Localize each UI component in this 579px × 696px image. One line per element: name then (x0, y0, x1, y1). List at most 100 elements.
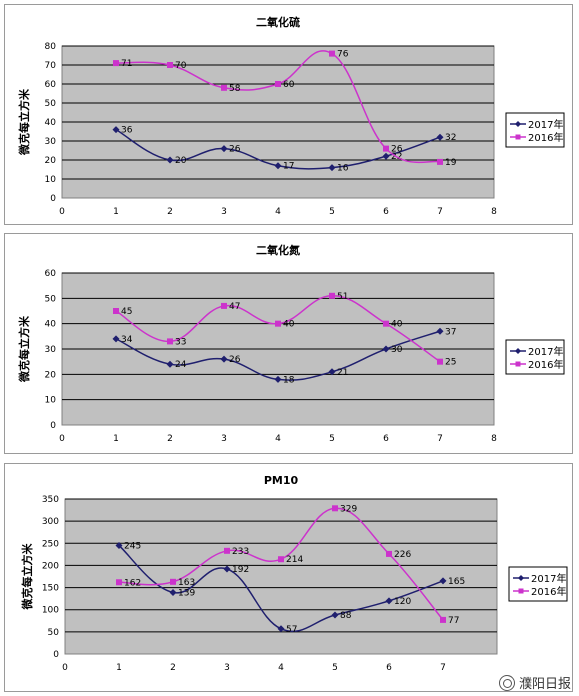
x-tick-label: 7 (437, 434, 443, 444)
x-tick-label: 6 (386, 663, 392, 673)
data-label-2017: 88 (340, 611, 352, 621)
data-point-2016 (329, 50, 335, 57)
y-tick-label: 300 (42, 517, 59, 527)
y-tick-label: 250 (42, 539, 59, 549)
data-point-2016 (170, 578, 176, 585)
data-point-2017 (328, 164, 336, 172)
data-point-2017 (115, 542, 123, 549)
legend-box (508, 566, 568, 602)
x-tick-label: 7 (437, 207, 443, 217)
data-point-2016 (437, 358, 443, 365)
data-label-2016: 58 (229, 84, 241, 94)
y-tick-label: 20 (45, 156, 57, 166)
data-point-2017 (220, 355, 228, 363)
data-label-2017: 245 (124, 542, 141, 552)
data-point-2017 (382, 152, 390, 160)
chart-pm10: PM10 0 50 100 150 200 250 300 350 0 1 2 3 4 5 6 7 微克每立方米 2… (20, 474, 568, 673)
data-point-2017 (169, 588, 177, 596)
x-tick-label: 0 (59, 434, 65, 444)
legend-marker-2017 (515, 121, 521, 127)
legend-box (505, 339, 565, 375)
data-point-2016 (383, 145, 389, 152)
y-axis-label: 微克每立方米 (20, 543, 34, 611)
y-tick-label: 10 (45, 175, 57, 185)
y-tick-label: 100 (42, 606, 59, 616)
y-axis-label: 微克每立方米 (17, 315, 31, 383)
x-tick-label: 5 (332, 663, 338, 673)
data-point-2016 (221, 84, 227, 91)
data-point-2016 (275, 320, 281, 327)
data-label-2016: 329 (340, 504, 357, 514)
data-label-2017: 36 (121, 126, 133, 136)
watermark-text: 濮阳日报 (518, 677, 571, 692)
y-tick-label: 30 (45, 345, 57, 355)
y-axis-label: 微克每立方米 (17, 88, 31, 156)
data-point-2016 (113, 60, 119, 67)
y-tick-label: 30 (45, 137, 57, 147)
legend-label-2017: 2017年 (528, 345, 563, 358)
legend-marker-2016 (515, 134, 521, 140)
y-tick-label: 20 (45, 370, 57, 380)
data-label-2016: 77 (448, 616, 459, 626)
x-tick-label: 4 (275, 207, 281, 217)
y-tick-label: 350 (42, 495, 59, 505)
data-point-2016 (386, 550, 392, 557)
y-tick-label: 200 (42, 561, 59, 571)
legend-label-2016: 2016年 (528, 358, 563, 371)
data-point-2017 (328, 368, 336, 376)
y-tick-label: 60 (45, 269, 57, 279)
data-label-2017: 24 (175, 360, 187, 370)
data-label-2016: 214 (286, 555, 303, 565)
data-label-2016: 47 (229, 302, 240, 312)
data-label-2017: 120 (394, 597, 411, 607)
x-tick-label: 2 (167, 434, 173, 444)
data-point-2016 (167, 62, 173, 68)
data-point-2017 (166, 360, 174, 368)
data-label-2017: 165 (448, 577, 465, 587)
data-label-2017: 16 (337, 164, 349, 174)
chart-so2: 二氧化硫 0 10 20 30 40 50 60 70 80 0 1 2 3 4 5 6 7 8 微克每立方米 36 20… (17, 15, 565, 217)
x-tick-label: 8 (491, 434, 497, 444)
data-label-2017: 34 (121, 335, 133, 345)
data-label-2016: 233 (232, 547, 249, 557)
data-label-2017: 30 (391, 345, 403, 355)
data-point-2017 (274, 162, 282, 170)
x-tick-label: 3 (224, 663, 230, 673)
data-point-2017 (439, 577, 447, 585)
x-tick-label: 3 (221, 207, 227, 217)
data-label-2016: 45 (121, 307, 132, 317)
data-label-2016: 40 (391, 320, 403, 330)
data-point-2017 (112, 335, 120, 343)
y-tick-label: 40 (45, 320, 57, 330)
data-label-2016: 26 (391, 145, 403, 155)
legend-label-2016: 2016年 (531, 585, 566, 598)
data-point-2016 (278, 556, 284, 563)
legend-label-2017: 2017年 (528, 118, 563, 131)
x-tick-label: 4 (278, 663, 284, 673)
y-tick-label: 150 (42, 584, 59, 594)
x-tick-label: 5 (329, 434, 335, 444)
y-tick-label: 0 (50, 421, 56, 431)
y-tick-label: 10 (45, 396, 57, 406)
data-label-2016: 19 (445, 158, 457, 168)
y-tick-label: 50 (45, 294, 57, 304)
data-point-2016 (221, 302, 227, 309)
data-point-2017 (436, 133, 444, 141)
data-point-2017 (382, 345, 390, 353)
data-label-2016: 60 (283, 80, 295, 90)
chart-panel-so2: 二氧化硫 0 10 20 30 40 50 60 70 80 0 1 2 3 4 5 6 7 8 微克每立方米 36 20… (4, 4, 573, 225)
y-tick-label: 60 (45, 80, 57, 90)
x-tick-label: 6 (383, 434, 389, 444)
x-tick-label: 6 (383, 207, 389, 217)
chart-panel-no2: 二氧化氮 0 10 20 30 40 50 60 0 1 2 3 4 5 6 7 8 微克每立方米 34 24 26 18… (4, 233, 573, 454)
data-point-2016 (437, 158, 443, 165)
y-tick-label: 80 (45, 42, 57, 52)
data-label-2017: 20 (175, 156, 187, 166)
data-point-2017 (274, 375, 282, 383)
data-point-2017 (166, 156, 174, 164)
data-point-2017 (220, 145, 228, 153)
data-point-2016 (275, 81, 281, 87)
y-tick-label: 70 (45, 61, 57, 71)
legend-label-2016: 2016年 (528, 131, 563, 144)
data-label-2016: 163 (178, 578, 195, 588)
